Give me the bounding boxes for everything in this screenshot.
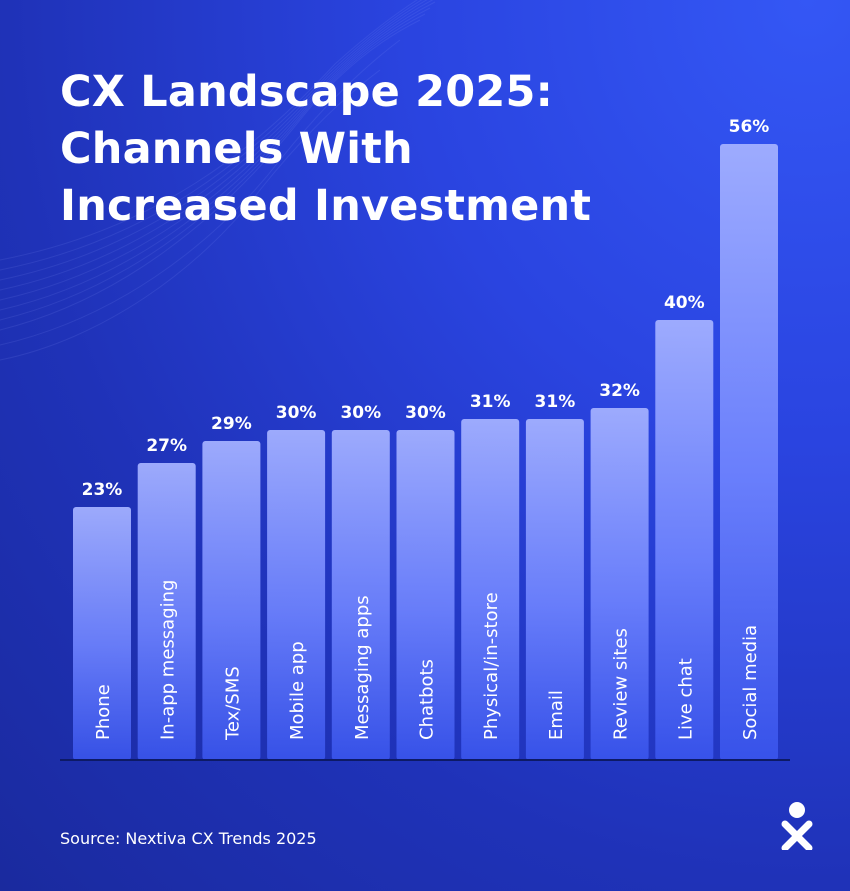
data-label: 29% (211, 414, 252, 434)
category-label: Mobile app (287, 641, 308, 740)
data-label: 56% (729, 117, 770, 137)
chart-title: CX Landscape 2025: Channels With Increas… (60, 64, 660, 235)
bar-chatbots (396, 430, 455, 760)
title-line-3: Increased Investment (60, 181, 592, 231)
data-label: 30% (276, 403, 317, 423)
bar-review-sites (590, 408, 649, 760)
bar-messaging-apps (331, 430, 390, 760)
category-label: Messaging apps (352, 595, 373, 740)
bar-phone (73, 507, 131, 760)
bar-live-chat (655, 320, 714, 760)
data-label: 30% (340, 403, 381, 423)
title-line-2: Channels With (60, 124, 413, 174)
data-label: 31% (535, 392, 576, 412)
category-label: Live chat (675, 658, 696, 740)
category-label: In-app messaging (158, 580, 179, 740)
bar-email (525, 419, 584, 760)
data-label: 30% (405, 403, 446, 423)
bar-physical-in-store (461, 419, 520, 760)
bar-tex-sms (202, 441, 261, 760)
category-label: Tex/SMS (222, 666, 243, 741)
source-note: Source: Nextiva CX Trends 2025 (60, 829, 317, 848)
data-label: 27% (146, 436, 187, 456)
data-label: 40% (664, 293, 705, 313)
data-label: 32% (599, 381, 640, 401)
category-label: Review sites (611, 628, 632, 740)
category-label: Social media (740, 625, 761, 740)
category-label: Phone (93, 684, 114, 740)
category-label: Email (546, 690, 567, 740)
nextiva-logo-icon (781, 802, 813, 850)
category-label: Chatbots (417, 659, 438, 740)
bar-mobile-app (267, 430, 326, 760)
category-label: Physical/in-store (481, 592, 502, 740)
bar-in-app-messaging (137, 463, 196, 760)
data-label: 23% (82, 480, 123, 500)
bar-social-media (720, 144, 778, 760)
data-label: 31% (470, 392, 511, 412)
title-line-1: CX Landscape 2025: (60, 67, 553, 117)
